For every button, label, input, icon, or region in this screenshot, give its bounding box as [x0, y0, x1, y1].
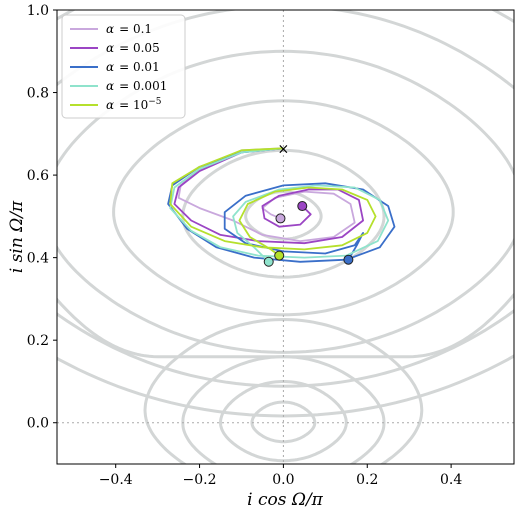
series-end-marker-3 [263, 256, 274, 267]
series-end-marker-0 [275, 213, 286, 224]
plot-frame [56, 9, 515, 465]
contour-curve [112, 99, 455, 317]
y-tick-label: 1.0 [27, 3, 49, 19]
x-axis-label: i cos Ω/π [247, 490, 324, 510]
x-tick-label: −0.4 [99, 472, 133, 488]
contour-curve [181, 355, 386, 464]
legend-box [61, 14, 186, 119]
contour-curve [143, 318, 424, 464]
legend: α = 0.1 α = 0.05 α = 0.01 α = 0.001 α = 10−5 [61, 14, 186, 119]
reference-lines [57, 10, 514, 464]
contour-curve [181, 148, 386, 279]
y-axis-label: i sin Ω/π [7, 200, 27, 273]
endpoint-markers: × [263, 141, 354, 267]
start-marker: × [278, 141, 290, 157]
legend-label-0: α = 0.1 [106, 22, 152, 36]
series-line-1 [173, 147, 364, 245]
y-tick-label: 0.2 [27, 333, 49, 349]
series-line-4 [169, 147, 377, 257]
y-tick-label: 0.0 [27, 416, 49, 432]
x-tick-label: 0.2 [356, 472, 378, 488]
series-end-marker-1 [297, 201, 308, 212]
y-tick-label: 0.4 [27, 251, 49, 267]
series-end-marker-2 [343, 254, 354, 265]
legend-label-2: α = 0.01 [106, 60, 160, 74]
y-tick-label: 0.6 [27, 168, 49, 184]
legend-label-1: α = 0.05 [106, 41, 160, 55]
x-tick-label: −0.2 [183, 472, 217, 488]
y-tick-label: 0.8 [27, 86, 49, 102]
legend-label-4: α = 10−5 [106, 97, 162, 112]
series-line-3 [169, 147, 390, 263]
contour-curve [57, 49, 514, 354]
x-axis-ticks: −0.4 −0.2 0.0 0.2 0.4 [99, 464, 462, 488]
trajectory-series [167, 147, 396, 263]
legend-label-3: α = 0.001 [106, 79, 167, 93]
series-end-marker-4 [274, 250, 285, 261]
x-tick-label: 0.4 [440, 472, 462, 488]
y-axis-ticks: 0.0 0.2 0.4 0.6 0.8 1.0 [27, 3, 57, 432]
x-tick-label: 0.0 [272, 472, 294, 488]
